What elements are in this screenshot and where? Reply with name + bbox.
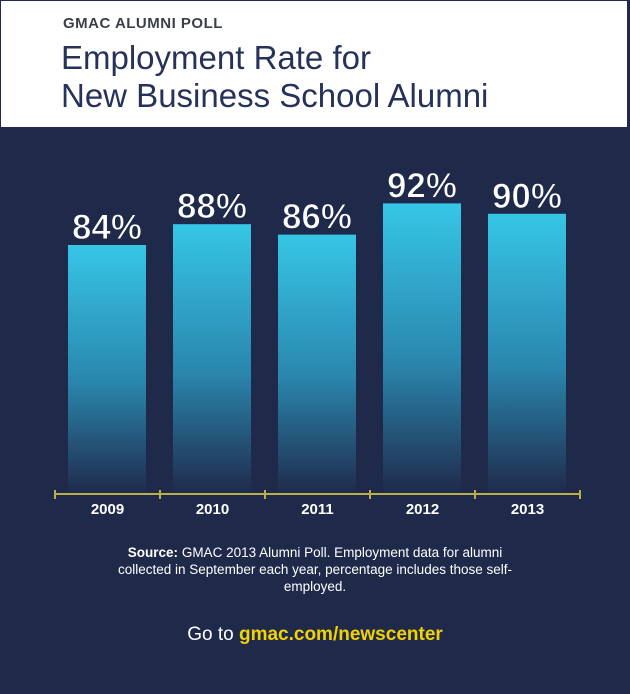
bar-2012 (383, 203, 461, 494)
bar-value-label: 88% (177, 187, 247, 226)
x-tick-label: 2013 (511, 501, 544, 518)
title-line-2: New Business School Alumni (61, 77, 489, 114)
bar-2013 (488, 213, 566, 495)
bar-value-label: 92% (387, 166, 457, 205)
source-text: GMAC 2013 Alumni Poll. Employment data f… (118, 545, 512, 594)
x-tick-label: 2012 (406, 501, 439, 518)
title-line-1: Employment Rate for (61, 39, 371, 76)
header-panel: GMAC ALUMNI POLL Employment Rate for New… (0, 0, 628, 128)
bar-value-label: 84% (72, 208, 142, 247)
footer-prefix: Go to (187, 624, 234, 645)
x-tick-label: 2010 (196, 501, 229, 518)
bar-2010 (173, 224, 251, 494)
bar-value-label: 90% (492, 177, 562, 216)
employment-bar-chart: 84% 88% 86% 92% 90% 2009 2010 2011 2012 2013 (54, 166, 581, 518)
source-note: Source: GMAC 2013 Alumni Poll. Employmen… (100, 544, 530, 595)
page-title: Employment Rate for New Business School … (61, 39, 488, 115)
newscenter-link[interactable]: gmac.com/newscenter (238, 624, 443, 645)
bar-value-label: 86% (282, 198, 352, 237)
x-tick-label: 2011 (301, 501, 334, 518)
poll-kicker: GMAC ALUMNI POLL (63, 15, 223, 32)
source-label: Source: (127, 545, 179, 560)
x-tick-label: 2009 (91, 501, 124, 518)
bar-2009 (68, 245, 146, 494)
bar-2011 (278, 234, 356, 494)
footer-cta: Go to gmac.com/newscenter (0, 624, 630, 646)
